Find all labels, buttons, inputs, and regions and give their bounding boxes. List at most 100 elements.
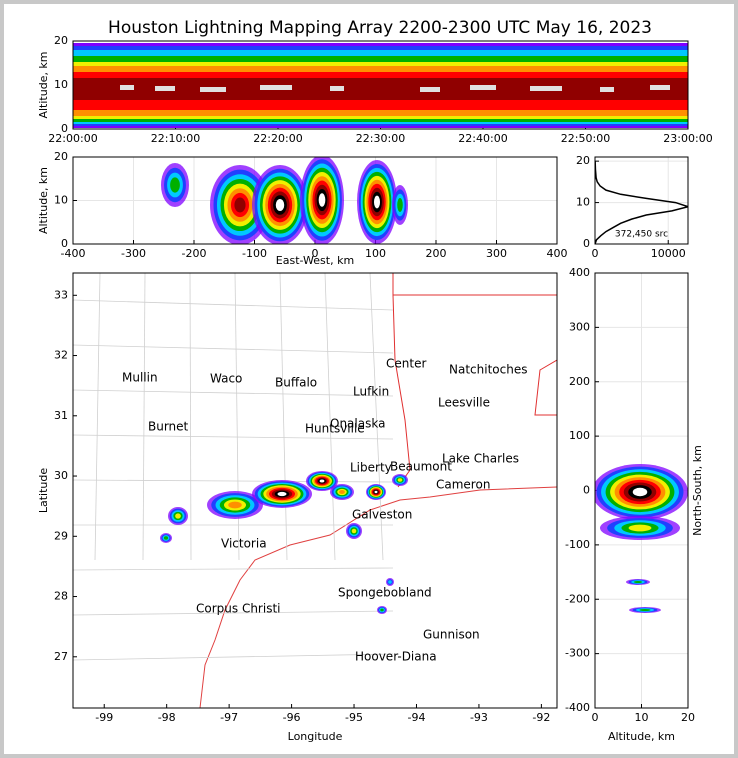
x-tick-label: 22:00:00 (48, 132, 97, 145)
density-blob (163, 536, 169, 540)
density-blob (275, 198, 285, 212)
city-label: Beaumont (390, 460, 452, 474)
y-tick-label: 0 (61, 122, 68, 135)
x-tick-label: 0 (312, 247, 319, 260)
x-axis-label: Longitude (288, 730, 343, 743)
x-tick-label: 22:50:00 (561, 132, 610, 145)
density-blob (351, 528, 357, 534)
density-core (470, 85, 496, 90)
plot-frame (594, 156, 689, 245)
density-core (420, 87, 440, 92)
x-tick-label: 300 (486, 247, 507, 260)
y-tick-label: 10 (54, 194, 68, 207)
density-core (650, 85, 670, 90)
y-axis-label: North-South, km (691, 445, 704, 536)
city-label: Burnet (148, 420, 189, 434)
density-blob (397, 198, 403, 212)
x-tick-label: -300 (121, 247, 146, 260)
x-tick-label: 20 (681, 711, 695, 724)
x-tick-label: -97 (220, 711, 238, 724)
y-tick-label: 20 (54, 34, 68, 47)
x-tick-label: 22:10:00 (151, 132, 200, 145)
county-line (324, 273, 336, 561)
city-label: Huntsville (305, 422, 365, 436)
x-tick-label: -400 (61, 247, 86, 260)
county-line (73, 567, 394, 571)
x-tick-label: 10 (635, 711, 649, 724)
x-tick-label: 10000 (651, 247, 686, 260)
density-core (120, 85, 134, 90)
density-blob (170, 177, 180, 193)
county-line (73, 434, 394, 440)
city-label: Gunnison (423, 628, 480, 642)
y-tick-label: 20 (54, 150, 68, 163)
x-tick-label: 0 (592, 247, 599, 260)
state-border (392, 294, 411, 488)
x-tick-label: 23:00:00 (663, 132, 712, 145)
city-label: Center (386, 357, 426, 371)
city-label: Buffalo (275, 376, 317, 390)
plot-frame (72, 156, 558, 245)
density-blob (639, 608, 651, 612)
county-line (189, 273, 192, 561)
city-label: Lake Charles (442, 452, 519, 466)
county-line (142, 273, 146, 561)
y-tick-label: 100 (569, 429, 590, 442)
city-label: Hoover-Diana (355, 650, 437, 664)
y-tick-label: 27 (54, 650, 68, 663)
y-tick-label: 31 (54, 409, 68, 422)
county-line (73, 479, 394, 483)
x-tick-label: -98 (158, 711, 176, 724)
density-blob (374, 490, 378, 494)
y-axis-label: Altitude, km (37, 51, 50, 118)
city-label: Leesville (438, 396, 490, 410)
y-tick-label: 33 (54, 288, 68, 301)
plot-area (595, 161, 688, 244)
county-line (369, 273, 384, 561)
density-blob (633, 580, 643, 584)
x-tick-label: 400 (547, 247, 568, 260)
y-tick-label: -200 (565, 592, 590, 605)
density-blob (388, 580, 392, 584)
plot-area (73, 43, 688, 128)
x-tick-label: -95 (345, 711, 363, 724)
density-blob (228, 501, 242, 509)
density-core (530, 86, 562, 91)
x-tick-label: 22:20:00 (253, 132, 302, 145)
plot-frame (72, 40, 689, 130)
county-line (73, 389, 394, 397)
y-tick-label: 10 (54, 78, 68, 91)
density-blob (175, 513, 181, 519)
x-tick-label: -100 (242, 247, 267, 260)
y-tick-label: 200 (569, 375, 590, 388)
density-core (330, 86, 344, 91)
city-label: Natchitoches (449, 363, 527, 377)
x-tick-label: -94 (407, 711, 425, 724)
chart-title: Houston Lightning Mapping Array 2200-230… (108, 18, 652, 38)
county-line (73, 299, 394, 311)
county-line (73, 344, 394, 354)
density-core (600, 87, 614, 92)
x-tick-label: 22:40:00 (458, 132, 507, 145)
y-axis-label: Altitude, km (37, 167, 50, 234)
density-blob (380, 608, 384, 612)
x-tick-label: 22:30:00 (356, 132, 405, 145)
city-label: Lufkin (353, 385, 389, 399)
city-label: Galveston (352, 508, 412, 522)
density-blob (234, 197, 246, 213)
y-tick-label: 28 (54, 590, 68, 603)
density-blob (632, 487, 648, 497)
county-line (94, 273, 101, 561)
x-tick-label: -93 (470, 711, 488, 724)
x-tick-label: 100 (365, 247, 386, 260)
city-label: Spongebobland (338, 586, 432, 600)
density-blob (339, 490, 345, 494)
county-line (279, 273, 288, 561)
annotation: 372,450 src (615, 230, 668, 240)
y-tick-label: 32 (54, 349, 68, 362)
plot-frame (72, 272, 558, 709)
x-tick-label: -96 (283, 711, 301, 724)
y-tick-label: -400 (565, 701, 590, 714)
